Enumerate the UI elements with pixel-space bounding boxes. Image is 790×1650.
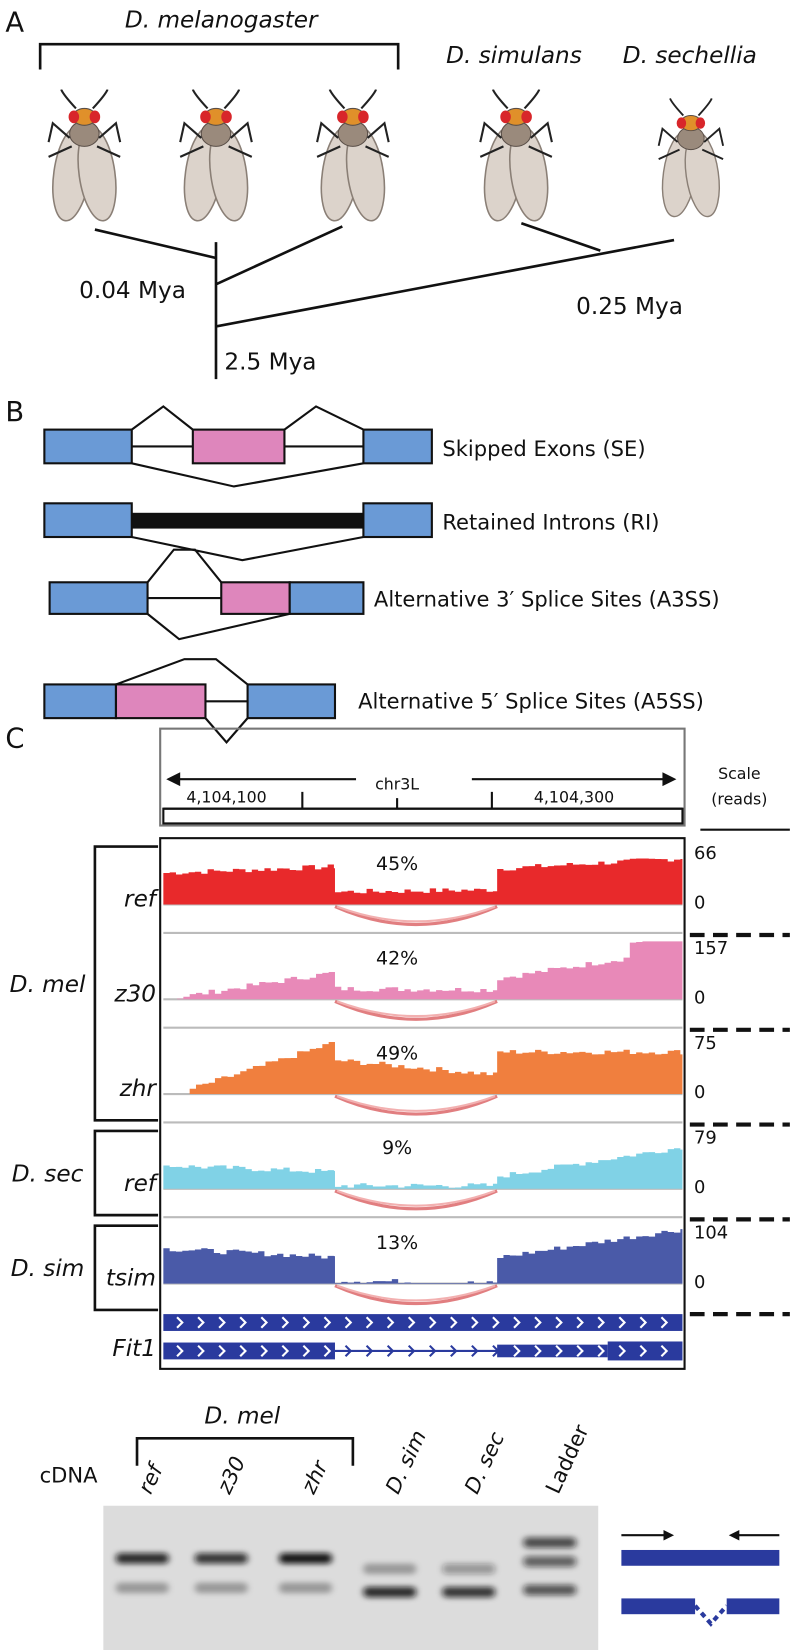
- junction-arc: [336, 1095, 496, 1112]
- junction-arc: [334, 1284, 498, 1306]
- bracket: [135, 1437, 355, 1466]
- tracks: D. mel ref 45% 66 0 z30 42% 157 0 zhr 49% 75 0 D. sec…: [10, 837, 790, 1370]
- lane-label: z30: [211, 1452, 250, 1498]
- lane-labels: ref z30 zhr D. sim D. sec Ladder: [133, 1420, 594, 1498]
- scale-min: 0: [694, 1272, 705, 1293]
- psi-label: 9%: [382, 1137, 412, 1159]
- lane-label: Ladder: [540, 1420, 594, 1497]
- coverage: [163, 858, 683, 905]
- gel-band: [523, 1584, 577, 1596]
- coverage: [177, 941, 683, 1000]
- junction-arc: [336, 905, 496, 923]
- gel-band: [363, 1563, 417, 1575]
- browser-header: [159, 727, 686, 827]
- flies: [46, 89, 726, 225]
- panel-label: B: [5, 397, 24, 428]
- splice-diagrams: [43, 405, 433, 744]
- event-label: Alternative 3′ Splice Sites (A3SS): [374, 587, 720, 612]
- panel-label: C: [5, 724, 24, 755]
- coordinate: 4,104,100: [186, 787, 266, 806]
- species-label: D. sechellia: [623, 43, 757, 69]
- scale-label: (reads): [711, 789, 767, 808]
- coordinate: 4,104,300: [534, 787, 614, 806]
- gel-band: [279, 1553, 332, 1564]
- junction-arc: [334, 1189, 498, 1211]
- junction-arc: [336, 1189, 496, 1207]
- gel-band: [194, 1582, 248, 1594]
- sample-label: zhr: [119, 1076, 158, 1102]
- junction-arc: [336, 1284, 496, 1302]
- coverage: [163, 1229, 683, 1284]
- gel-bands: [115, 1537, 577, 1598]
- coverage: [163, 1148, 683, 1189]
- gel-band: [523, 1537, 577, 1548]
- event-label: Skipped Exons (SE): [442, 436, 645, 461]
- psi-label: 13%: [376, 1232, 418, 1254]
- scale-max: 79: [694, 1128, 717, 1149]
- sample-label: tsim: [106, 1266, 156, 1292]
- gel-image: [103, 1505, 599, 1650]
- species-label: D. simulans: [446, 43, 582, 69]
- divergence-time: 2.5 Mya: [224, 350, 316, 376]
- junction-arc: [334, 905, 498, 927]
- group-bracket: [93, 1129, 159, 1217]
- gel-band: [279, 1582, 332, 1594]
- panel-label: A: [5, 8, 24, 39]
- group-label: D. sim: [11, 1256, 85, 1282]
- group-label: D. mel: [10, 972, 86, 998]
- sample-label: ref: [124, 887, 160, 913]
- scale-min: 0: [694, 893, 705, 914]
- gel-band: [115, 1553, 169, 1564]
- scale-min: 0: [694, 1082, 705, 1103]
- divergence-time: 0.04 Mya: [79, 278, 186, 304]
- scale-max: 157: [694, 938, 728, 959]
- gel-group-label: D. mel: [204, 1404, 280, 1430]
- gel-band: [442, 1563, 496, 1575]
- gel-band: [194, 1553, 248, 1564]
- gel-band: [115, 1582, 169, 1594]
- scale-min: 0: [694, 1177, 705, 1198]
- sample-label: z30: [113, 981, 156, 1007]
- divergence-time: 0.25 Mya: [576, 294, 683, 320]
- gel-band: [523, 1556, 577, 1567]
- lane-label: zhr: [295, 1456, 333, 1499]
- scale-min: 0: [694, 987, 705, 1008]
- psi-label: 42%: [376, 948, 418, 970]
- psi-label: 49%: [376, 1042, 418, 1064]
- junction-arc: [334, 999, 498, 1021]
- sample-label: ref: [124, 1171, 160, 1197]
- group-label: D. sec: [12, 1161, 84, 1187]
- chromosome: chr3L: [375, 775, 419, 794]
- gel-band: [363, 1586, 417, 1598]
- group-bracket: [93, 845, 159, 1122]
- scale-max: 75: [694, 1033, 717, 1054]
- gene-label: Fit1: [112, 1336, 156, 1362]
- lane-label: D. sim: [380, 1426, 431, 1497]
- amplicon-diagram: [621, 1529, 780, 1627]
- coverage: [189, 1041, 683, 1095]
- junction-arc: [336, 1000, 496, 1018]
- track-frame: [159, 837, 686, 1370]
- event-label: Retained Introns (RI): [442, 510, 659, 535]
- ruler-bar: [162, 807, 684, 825]
- lane-label: D. sec: [459, 1427, 509, 1497]
- scale-max: 66: [694, 843, 717, 864]
- scale-label: Scale: [718, 764, 760, 783]
- species-label: D. melanogaster: [125, 7, 319, 33]
- junction-arc: [334, 1094, 498, 1116]
- bracket: [38, 42, 400, 70]
- scale-max: 104: [694, 1222, 728, 1243]
- gel-row-label: cDNA: [40, 1463, 99, 1488]
- psi-label: 45%: [376, 853, 418, 875]
- phylogeny: [94, 221, 675, 380]
- gene-model: [163, 1314, 683, 1361]
- group-bracket: [93, 1224, 159, 1312]
- event-label: Alternative 5′ Splice Sites (A5SS): [358, 689, 704, 714]
- gel-band: [442, 1586, 496, 1598]
